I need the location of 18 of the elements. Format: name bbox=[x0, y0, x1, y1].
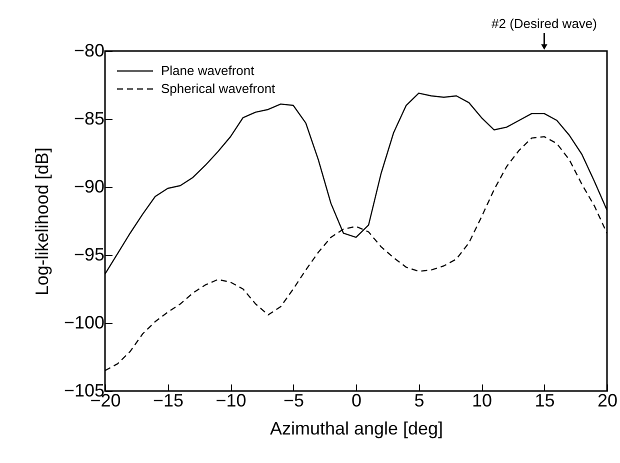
x-tick-label: 10 bbox=[472, 390, 492, 410]
y-axis-title: Log-likelihood [dB] bbox=[32, 147, 52, 296]
x-tick-label: 20 bbox=[597, 390, 618, 410]
x-tick-label: −15 bbox=[152, 390, 184, 410]
y-tick-label: −90 bbox=[74, 176, 104, 196]
x-tick-label: −5 bbox=[283, 390, 304, 410]
y-tick-label: −95 bbox=[74, 244, 104, 264]
y-tick-label: −80 bbox=[74, 40, 104, 60]
x-axis-title: Azimuthal angle [deg] bbox=[270, 418, 444, 438]
y-tick-label: −85 bbox=[74, 108, 104, 128]
x-tick-label: −10 bbox=[216, 390, 246, 410]
x-tick-label: 0 bbox=[351, 390, 362, 410]
legend-label: Spherical wavefront bbox=[161, 81, 276, 96]
x-tick-label: 5 bbox=[414, 390, 424, 410]
annotation: #2 (Desired wave) bbox=[492, 16, 597, 31]
legend-label: Plane wavefront bbox=[161, 63, 255, 78]
y-tick-label: −100 bbox=[64, 312, 104, 332]
x-tick-label: 15 bbox=[534, 390, 555, 410]
